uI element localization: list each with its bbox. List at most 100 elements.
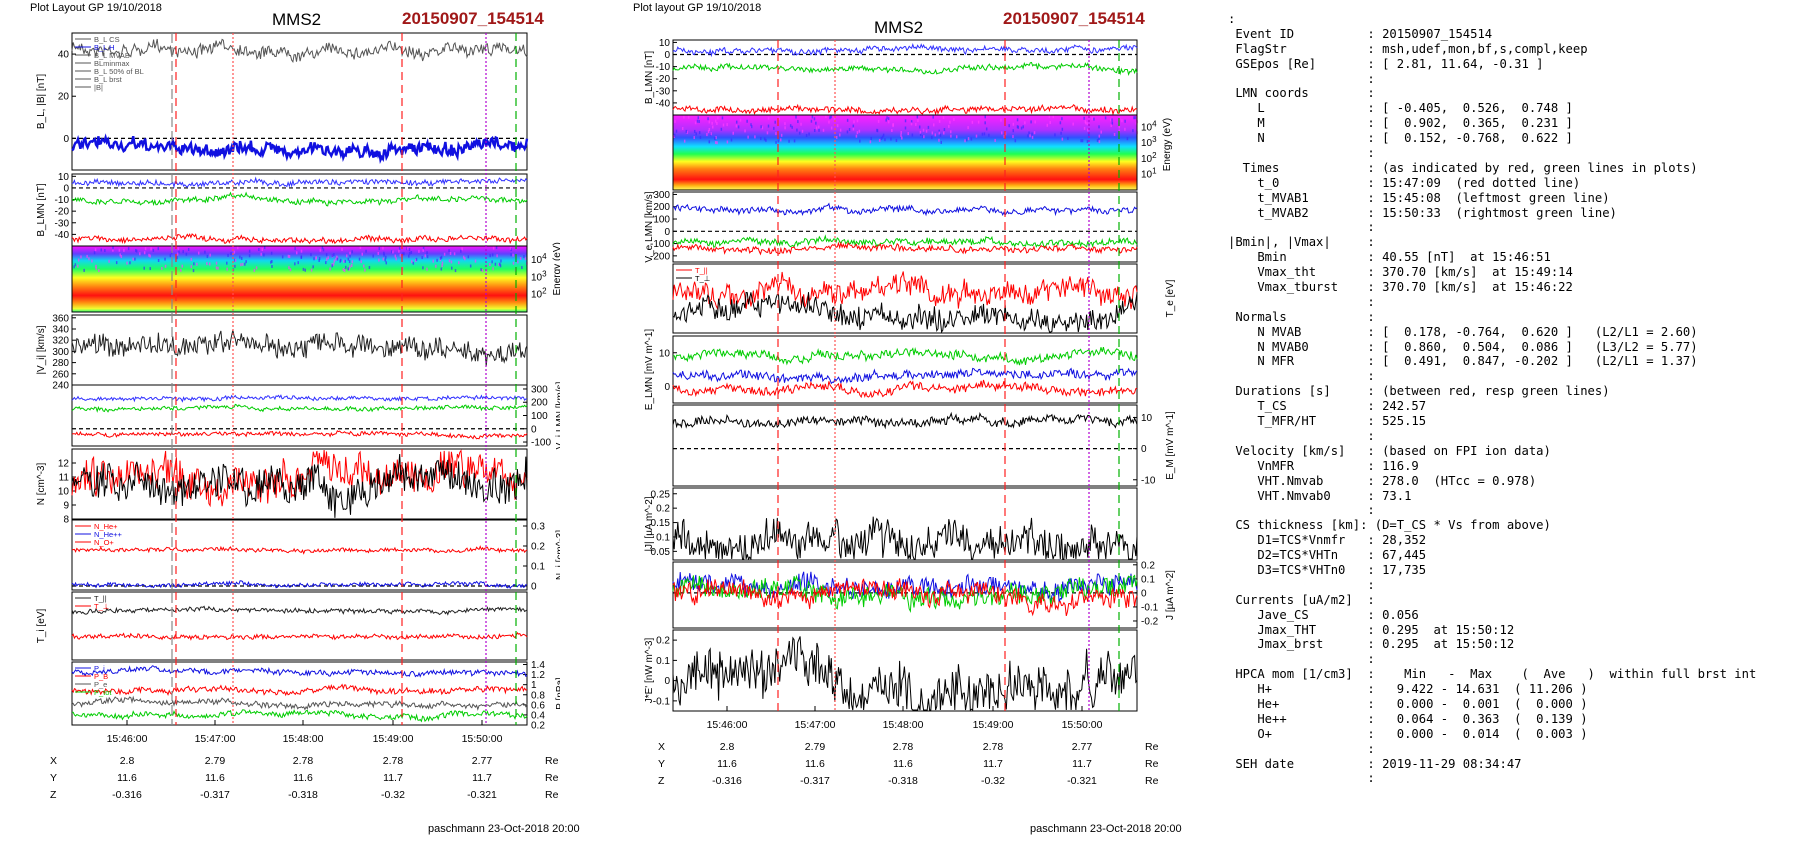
spectrogram-pixel [77, 264, 79, 268]
series-p-e [71, 695, 528, 711]
spectrogram-pixel [408, 254, 410, 258]
spectrogram-pixel [439, 256, 442, 260]
spectrogram-pixel [510, 253, 512, 257]
spectrogram-pixel [789, 124, 792, 128]
spectrogram-pixel [810, 119, 813, 123]
spectrogram-pixel [383, 251, 385, 255]
y-tick-label: 0.2 [1141, 560, 1155, 571]
y-tick-label: -200 [650, 251, 670, 262]
spectrogram-pixel [917, 119, 919, 123]
position-row-label: X [658, 741, 665, 753]
spectrogram-pixel [300, 255, 303, 259]
spectrogram-pixel [775, 140, 777, 144]
spectrogram-pixel [237, 246, 239, 250]
spectrogram-pixel [296, 251, 298, 255]
spectrogram-pixel [1111, 121, 1114, 125]
spectrogram-pixel [1110, 124, 1112, 128]
spectrogram-pixel [1061, 127, 1064, 131]
spectrogram-pixel [674, 119, 676, 123]
y-axis-label: V_i LMN [km/s] [555, 381, 560, 449]
spectrogram-pixel [336, 257, 339, 261]
x-tick-label: 15:46:00 [707, 719, 748, 731]
position-value: -0.32 [381, 789, 405, 800]
spectrogram-pixel [94, 248, 97, 252]
spectrogram-pixel [1091, 117, 1093, 121]
panel-v-i-lmn: -100 0 100 200 300 V_i LMN [km/s] [71, 381, 560, 449]
spectrogram-pixel [716, 121, 718, 125]
y-tick-label: 0 [63, 183, 69, 194]
spectrogram-pixel [901, 136, 903, 140]
spectrogram-pixel [500, 259, 502, 263]
left-header: Plot Layout GP 19/10/2018 [30, 2, 162, 14]
spectrogram-pixel [815, 121, 817, 125]
y-tick-label: 11 [59, 473, 70, 484]
y-tick-label: 10 [58, 172, 70, 183]
spectrogram-pixel [294, 247, 296, 251]
spectrogram-pixel [422, 248, 424, 252]
spectrogram-pixel [1100, 130, 1102, 134]
spectrogram-pixel [127, 247, 130, 251]
spectrogram-tick-label: 103 [1141, 135, 1157, 149]
series-p-tot [71, 665, 528, 678]
y-tick-label: 0 [664, 676, 670, 687]
spectrogram-pixel [830, 115, 832, 119]
info-line: : [1228, 503, 1375, 518]
spectrogram-pixel [100, 248, 102, 252]
spectrogram-pixel [253, 268, 256, 272]
spectrogram-pixel [351, 260, 354, 264]
spectrogram-pixel [876, 129, 879, 133]
y-tick-label: 200 [531, 398, 548, 409]
x-tick-label: 15:49:00 [373, 733, 414, 745]
y-tick-label: 360 [52, 313, 69, 324]
panel-p: 0.20.40.60.811.21.4 P_iP_BP_eP_tot P [nPa] [71, 660, 560, 732]
spectrogram-pixel [711, 125, 714, 129]
spectrogram-pixel [464, 257, 466, 261]
spectrogram-pixel [927, 125, 930, 129]
spectrogram-pixel [289, 268, 292, 272]
spectrogram-pixel [382, 246, 384, 250]
spectrogram-pixel [693, 129, 696, 133]
spectrogram-pixel [780, 133, 783, 137]
spectrogram-pixel [458, 261, 460, 265]
spectrogram-pixel [931, 136, 933, 140]
spectrogram-pixel [327, 256, 330, 260]
spectrogram-pixel [217, 266, 219, 270]
position-row-label: X [50, 755, 57, 767]
y-axis-label: E_M [mV m^-1] [1165, 411, 1176, 480]
y-tick-label: 300 [653, 190, 670, 201]
legend-label: T_|| [695, 266, 708, 275]
info-line: VHT.Nmvab0 : 73.1 [1228, 488, 1412, 503]
spectrogram-pixel [415, 257, 418, 261]
spectrogram-pixel [312, 265, 314, 269]
y-tick-label: 340 [52, 325, 69, 336]
y-axis-label: V_e LMN [km/s] [644, 191, 655, 262]
spectrogram-pixel [450, 260, 453, 264]
y-tick-label: 20 [58, 92, 70, 103]
legend-label: B_L CS [94, 35, 120, 44]
info-line: FlagStr : msh,udef,mon,bf,s,compl,keep [1228, 41, 1588, 56]
position-value: -0.321 [1067, 775, 1097, 787]
spectrogram-pixel [489, 254, 491, 258]
spectrogram-pixel [1132, 129, 1134, 133]
spectrogram-pixel [950, 134, 952, 138]
spectrogram-pixel [722, 123, 725, 127]
left-event-title: 20150907_154514 [402, 9, 544, 28]
spectrogram-pixel [91, 259, 93, 263]
y-tick-label: 0 [531, 424, 537, 435]
info-line: t_MVAB1 : 15:45:08 (leftmost green line) [1228, 190, 1610, 205]
spectrogram-pixel [448, 249, 450, 253]
info-line: VHT.Nmvab : 278.0 (HTcc = 0.978) [1228, 473, 1537, 488]
y-tick-label: -100 [531, 438, 551, 449]
mid-footer: paschmann 23-Oct-2018 20:00 [1030, 823, 1182, 835]
spectrogram-pixel [811, 115, 814, 119]
spectrogram-pixel [878, 138, 881, 142]
spectrogram-pixel [780, 138, 782, 142]
spectrogram-pixel [949, 120, 951, 124]
spectrogram-pixel [454, 269, 457, 273]
spectrogram-pixel [182, 250, 184, 254]
spectrogram-pixel [332, 262, 335, 266]
spectrogram-pixel [1113, 132, 1116, 136]
spectrogram-pixel [368, 266, 371, 270]
